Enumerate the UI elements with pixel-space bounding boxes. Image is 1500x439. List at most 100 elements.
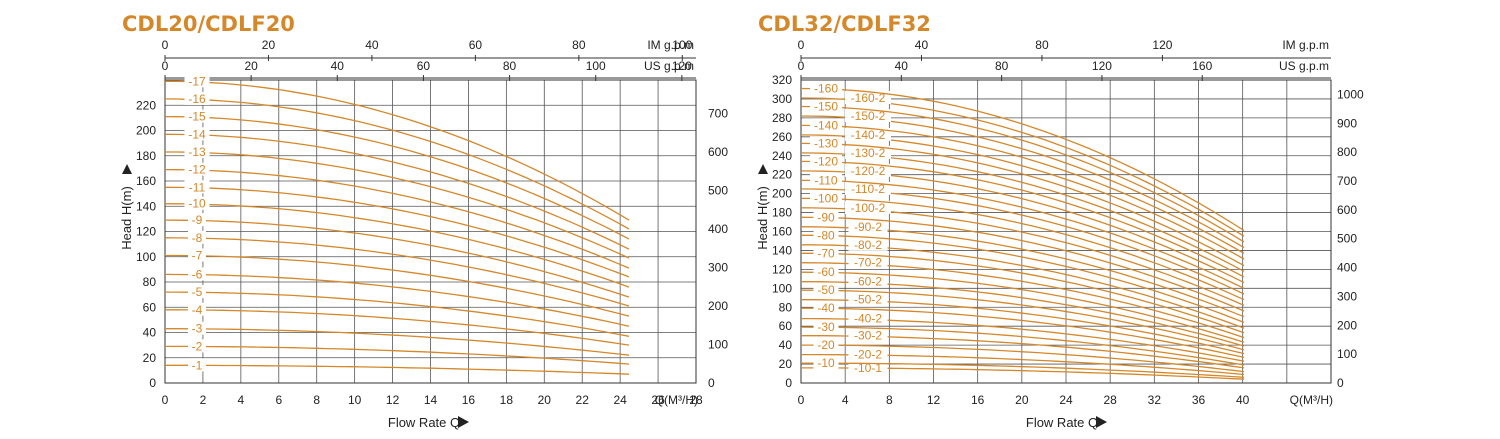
curve-label: -30-2: [854, 329, 882, 343]
x-tick-label: 28: [1103, 393, 1117, 407]
pump-curve-15: [164, 115, 630, 240]
curve-label: -160-2: [851, 91, 886, 105]
curve-label-bg: [188, 302, 206, 316]
x-axis-arrow-icon: [1096, 416, 1107, 428]
curve-label-bg: [848, 292, 888, 306]
y-tick-label: 20: [779, 357, 793, 371]
x-axis-arrow-icon: [458, 416, 469, 428]
top-axis-tick-label: 80: [572, 38, 586, 52]
right-axis-tick-label: 700: [708, 107, 728, 121]
top-axis-tick-label: 160: [1192, 59, 1212, 73]
curve-label-bg: [184, 91, 210, 105]
y-tick-label: 20: [143, 351, 157, 365]
curve-label: -120-2: [851, 164, 886, 178]
pump-curve-9: [164, 219, 630, 298]
x-unit-label: Q(M³/H): [1290, 393, 1333, 407]
pump-curve-160: [800, 87, 1245, 232]
curve-label-bg: [848, 237, 888, 251]
curve-label-bg: [810, 191, 842, 205]
top-axis-tick-label: 80: [995, 59, 1009, 73]
top-axis-unit: IM g.p.m: [647, 38, 694, 52]
x-tick-label: 32: [1148, 393, 1162, 407]
top-axis-tick-label: 100: [672, 38, 692, 52]
pump-curve-7: [165, 254, 630, 317]
curve-label-bg: [188, 248, 206, 262]
pump-curve-13: [165, 151, 630, 259]
curve-label: -16: [188, 92, 206, 106]
curve-label-bg: [188, 230, 206, 244]
curve-label-bg: [813, 283, 839, 297]
curve-label-bg: [184, 74, 210, 88]
curve-label-bg: [848, 255, 888, 269]
curve-label-bg: [813, 246, 839, 260]
curve-label: -80: [817, 228, 835, 242]
chart-cdl32: 0 40 80 120 IM g.p.m0 40 80 120 160 US g.p.m0 4 8 12…: [755, 38, 1364, 430]
x-tick-label: 26: [651, 393, 665, 407]
pump-curve-17: [165, 80, 630, 221]
curve-label-bg: [845, 90, 891, 104]
curve-label-bg: [845, 108, 891, 122]
curve-label-bg: [848, 219, 888, 233]
pump-curve-150: [800, 105, 1245, 243]
top-axis-tick-label: 40: [915, 38, 929, 52]
curve-label: -6: [192, 267, 203, 281]
curve-label: -40-2: [854, 312, 882, 326]
x-tick-label: 20: [538, 393, 552, 407]
right-axis-tick-label: 0: [708, 376, 715, 390]
chart-title-cdl32: CDL32/CDLF32: [758, 12, 931, 36]
curve-label: -140-2: [851, 128, 886, 142]
x-tick-label: 12: [927, 393, 941, 407]
curve-label-bg: [184, 127, 210, 141]
top-axis-tick-label: 0: [162, 59, 169, 73]
pump-curve-6: [164, 273, 630, 327]
curve-label-bg: [184, 109, 210, 123]
y-axis-arrow-icon: [122, 164, 132, 174]
curve-label-bg: [848, 311, 888, 325]
curve-label: -70: [817, 246, 835, 260]
right-axis-tick-label: 500: [1337, 232, 1357, 246]
pump-curve-8: [164, 237, 630, 307]
top-axis-unit: US g.p.m: [1279, 59, 1329, 73]
right-axis-tick-label: 200: [1337, 318, 1357, 332]
curve-label-bg: [810, 173, 842, 187]
x-tick-label: 20: [1015, 393, 1029, 407]
y-tick-label: 280: [772, 111, 792, 125]
right-axis-tick-label: 800: [1337, 145, 1357, 159]
curve-label-bg: [848, 274, 888, 288]
right-axis-tick-label: 700: [1337, 174, 1357, 188]
x-unit-label: Q(M³/H): [655, 393, 698, 407]
curve-label: -130-2: [851, 146, 886, 160]
curve-label: -30: [817, 320, 835, 334]
y-tick-label: 180: [136, 149, 156, 163]
pump-curve-30: [800, 326, 1245, 366]
curve-label: -60: [817, 265, 835, 279]
x-tick-label: 22: [576, 393, 590, 407]
pump-curve-40: [801, 307, 1245, 359]
curve-label: -1: [192, 358, 203, 372]
curve-label-bg: [184, 196, 210, 210]
curve-label: -20-2: [854, 348, 882, 362]
curve-label-bg: [848, 328, 888, 342]
top-axis-tick-label: 40: [331, 59, 345, 73]
y-tick-label: 0: [785, 376, 792, 390]
curve-label-bg: [813, 338, 839, 352]
y-tick-label: 100: [772, 281, 792, 295]
x-tick-label: 4: [238, 393, 245, 407]
y-tick-label: 120: [772, 262, 792, 276]
y-tick-label: 80: [143, 275, 157, 289]
curve-label-bg: [845, 145, 891, 159]
curve-label: -160: [814, 82, 838, 96]
pump-curve-1: [165, 364, 630, 375]
pump-curve-120: [800, 160, 1245, 278]
curve-label-bg: [810, 154, 842, 168]
plot-frame: [800, 79, 1332, 384]
curve-label-bg: [813, 356, 839, 370]
curve-label-bg: [188, 339, 206, 353]
x-tick-label: 36: [1192, 393, 1206, 407]
y-tick-label: 100: [136, 250, 156, 264]
right-axis-tick-label: 100: [1337, 347, 1357, 361]
y-tick-label: 160: [136, 174, 156, 188]
y-tick-label: 0: [149, 376, 156, 390]
top-axis-tick-label: 0: [798, 59, 805, 73]
